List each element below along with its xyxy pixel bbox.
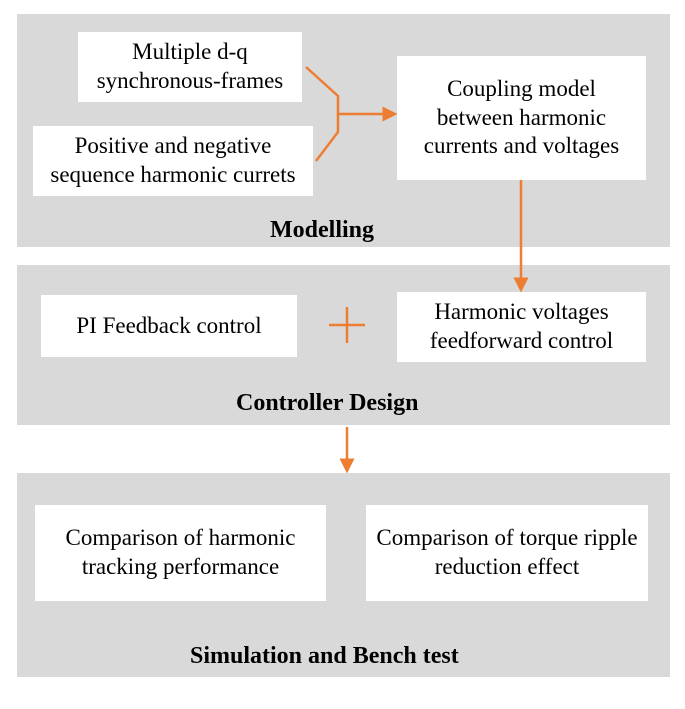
- node-ff-control: Harmonic voltages feedforward control: [397, 292, 646, 362]
- heading-controller: Controller Design: [236, 390, 418, 417]
- node-compare-torque: Comparison of torque ripple reduction ef…: [366, 505, 648, 601]
- heading-modelling: Modelling: [270, 217, 374, 244]
- node-seq-currents: Positive and negative sequence harmonic …: [33, 126, 313, 196]
- node-dq-frames: Multiple d-q synchronous-frames: [78, 32, 302, 102]
- heading-simulation: Simulation and Bench test: [190, 643, 459, 670]
- node-pi-feedback: PI Feedback control: [41, 295, 297, 357]
- node-coupling: Coupling model between harmonic currents…: [397, 56, 646, 180]
- node-compare-tracking: Comparison of harmonic tracking performa…: [35, 505, 326, 601]
